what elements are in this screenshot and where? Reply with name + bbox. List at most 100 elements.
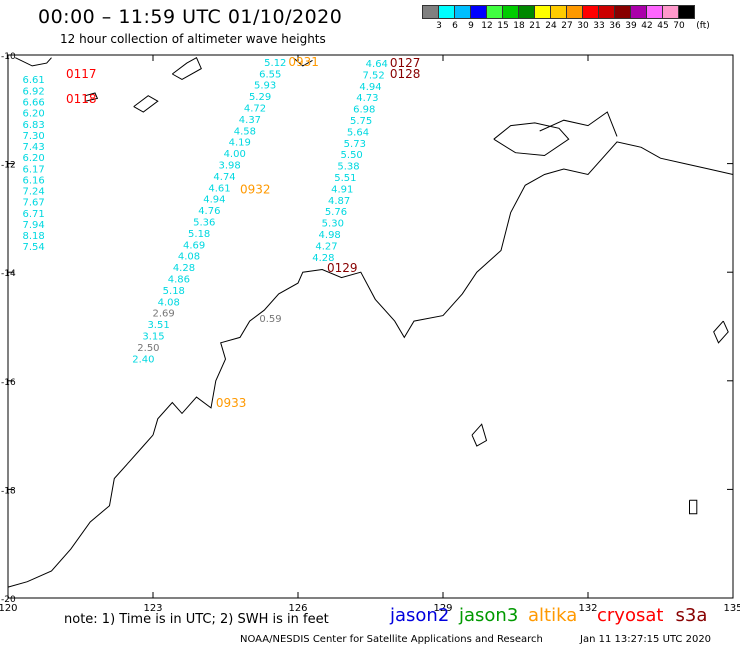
wave-height-value: 0.59: [259, 314, 281, 325]
colorbar-label: 9: [468, 21, 474, 31]
coastline: [7, 434, 154, 588]
wave-height-value: 5.30: [322, 219, 344, 230]
colorbar-swatch: [662, 5, 679, 19]
colorbar-swatch: [454, 5, 471, 19]
wave-height-value: 6.71: [23, 209, 45, 220]
colorbar-swatch: [614, 5, 631, 19]
coastline: [493, 122, 570, 157]
coastline: [292, 57, 313, 67]
colorbar-swatch: [566, 5, 583, 19]
coastline: [133, 95, 159, 113]
coastline: [171, 56, 202, 80]
wave-height-value: 2.50: [137, 343, 159, 354]
colorbar-label: 3: [436, 21, 442, 31]
colorbar-label: 42: [641, 21, 653, 31]
x-tick-label: 135: [723, 603, 740, 614]
x-tick-label: 132: [578, 603, 597, 614]
colorbar-label: 15: [497, 21, 509, 31]
wave-height-value: 8.18: [23, 231, 45, 242]
wave-height-value: 4.00: [224, 149, 246, 160]
colorbar-labels: 3 6 9 12 15 18 21 24 27 30 33 36 39 42 45 70 (ft): [422, 21, 740, 33]
wave-height-value: 7.24: [23, 187, 45, 198]
wave-height-value: 4.37: [239, 115, 261, 126]
wave-height-value: 5.64: [347, 127, 369, 138]
track-time-label: 0933: [216, 396, 247, 410]
colorbar-label: 33: [593, 21, 605, 31]
wave-height-value: 4.94: [359, 82, 381, 93]
colorbar-swatch: [486, 5, 503, 19]
colorbar-swatch: [582, 5, 599, 19]
colorbar-swatch: [422, 5, 439, 19]
wave-height-value: 5.12: [264, 58, 286, 69]
x-tick-label: 126: [288, 603, 307, 614]
colorbar-label: 36: [609, 21, 621, 31]
wave-height-value: 6.20: [23, 153, 45, 164]
coastline: [471, 423, 488, 447]
wave-height-value: 3.98: [218, 160, 240, 171]
wave-height-colorbar: [422, 5, 695, 19]
wave-height-value: 7.43: [23, 142, 45, 153]
wave-height-value: 5.29: [249, 92, 271, 103]
colorbar-label: 21: [529, 21, 541, 31]
wave-height-value: 7.54: [23, 242, 45, 253]
track-time-label: 0129: [327, 261, 358, 275]
colorbar-swatch: [678, 5, 695, 19]
coastline: [689, 499, 698, 515]
y-tick-label: -12: [1, 161, 16, 171]
wave-height-value: 7.52: [363, 70, 385, 81]
track-time-label: 0931: [288, 55, 319, 69]
colorbar-swatch: [470, 5, 487, 19]
wave-height-value: 5.73: [344, 139, 366, 150]
wave-height-value: 7.30: [23, 131, 45, 142]
wave-height-value: 4.76: [198, 206, 220, 217]
y-tick-label: -20: [1, 595, 16, 605]
wave-height-value: 6.16: [23, 175, 45, 186]
wave-height-value: 4.08: [158, 297, 180, 308]
colorbar-label: 39: [625, 21, 637, 31]
wave-height-value: 4.94: [203, 195, 225, 206]
y-tick-label: -14: [1, 269, 16, 279]
wave-height-value: 4.87: [328, 196, 350, 207]
wave-height-value: 4.28: [312, 253, 334, 264]
legend-jason3: jason3: [459, 605, 519, 626]
colorbar-label: 27: [561, 21, 573, 31]
x-tick-label: 123: [143, 603, 162, 614]
wave-height-value: 3.51: [147, 320, 169, 331]
colorbar-label: 45: [657, 21, 669, 31]
y-tick-label: -10: [1, 52, 16, 62]
page-title: 00:00 – 11:59 UTC 01/10/2020: [38, 6, 343, 28]
wave-height-value: 6.55: [259, 69, 281, 80]
colorbar-swatch: [518, 5, 535, 19]
wave-height-value: 4.61: [208, 183, 230, 194]
colorbar-label: 18: [513, 21, 525, 31]
track-time-label: 0117: [66, 67, 97, 81]
colorbar-swatch: [646, 5, 663, 19]
wave-height-value: 7.94: [23, 220, 45, 231]
wave-height-value: 5.18: [163, 286, 185, 297]
map-frame: [7, 54, 734, 599]
wave-height-value: 4.91: [331, 184, 353, 195]
wave-height-value: 7.67: [23, 198, 45, 209]
wave-height-value: 4.86: [168, 275, 190, 286]
colorbar-label: 6: [452, 21, 458, 31]
wave-height-value: 4.28: [173, 263, 195, 274]
track-time-label: 0128: [390, 67, 421, 81]
colorbar-label: 24: [545, 21, 557, 31]
wave-height-value: 4.19: [229, 138, 251, 149]
coastline: [15, 57, 52, 67]
wave-height-value: 5.51: [334, 173, 356, 184]
wave-height-value: 6.20: [23, 109, 45, 120]
colorbar-swatch: [502, 5, 519, 19]
wave-height-value: 6.61: [23, 75, 45, 86]
wave-height-value: 6.92: [23, 86, 45, 97]
wave-height-value: 4.58: [234, 126, 256, 137]
colorbar-label: 30: [577, 21, 589, 31]
y-tick-label: -18: [1, 486, 16, 496]
wave-height-value: 4.08: [178, 252, 200, 263]
wave-height-value: 5.38: [337, 162, 359, 173]
wave-height-value: 4.72: [244, 103, 266, 114]
page-subtitle: 12 hour collection of altimeter wave hei…: [60, 32, 326, 46]
credit-text: NOAA/NESDIS Center for Satellite Applica…: [240, 634, 543, 645]
track-time-label: 0127: [390, 56, 421, 70]
